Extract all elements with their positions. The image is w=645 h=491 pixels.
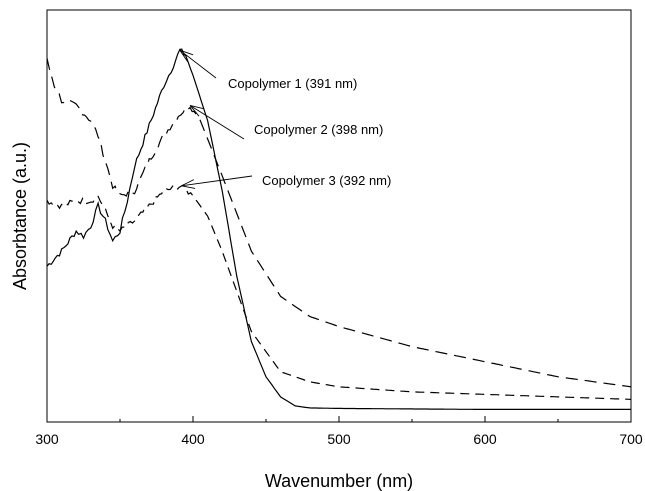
x-axis-label: Wavenumber (nm) xyxy=(265,471,413,491)
series-line-2 xyxy=(46,58,632,388)
annotation-arrow-line xyxy=(189,105,245,140)
annotation-layer: Copolymer 1 (391 nm) Copolymer 2 (398 nm)… xyxy=(179,49,391,189)
plot-frame xyxy=(46,9,632,423)
y-axis-label: Absorbtance (a.u.) xyxy=(10,142,30,290)
x-tick-label: 300 xyxy=(35,431,59,447)
x-tick-label: 500 xyxy=(327,431,351,447)
series-line-3 xyxy=(46,184,632,400)
series-line-1 xyxy=(46,48,631,410)
x-tick-layer: 300 400 500 600 700 xyxy=(35,416,643,447)
annotation-arrowhead xyxy=(181,179,195,187)
annotation-arrow-line xyxy=(179,49,217,79)
annotation-arrowhead xyxy=(189,105,200,117)
annotation-arrowhead xyxy=(189,105,204,110)
annotation-label-1: Copolymer 1 (391 nm) xyxy=(228,76,357,91)
x-tick-label: 600 xyxy=(473,431,497,447)
x-tick-label: 400 xyxy=(181,431,205,447)
annotation-label-3: Copolymer 3 (392 nm) xyxy=(262,173,391,188)
annotation-arrowhead xyxy=(179,49,189,63)
annotation-arrowhead xyxy=(179,49,194,56)
annotation-arrow-line xyxy=(181,175,253,187)
series-layer xyxy=(46,48,632,410)
annotation-arrowhead xyxy=(181,185,196,189)
x-tick-label: 700 xyxy=(619,431,643,447)
annotation-label-2: Copolymer 2 (398 nm) xyxy=(254,122,383,137)
